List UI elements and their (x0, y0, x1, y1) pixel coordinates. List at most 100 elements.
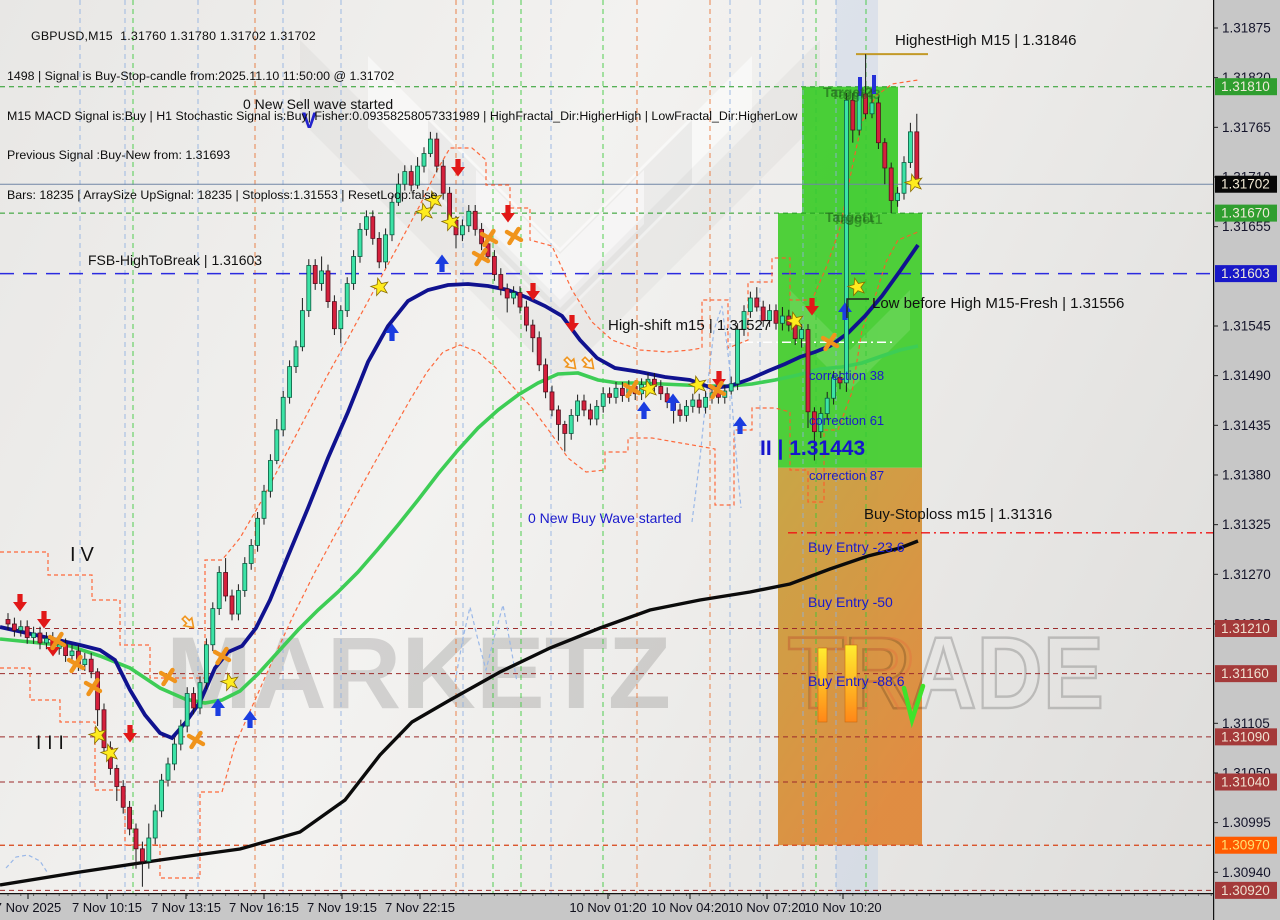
buy-arrow-icon (838, 302, 853, 320)
watermark-brand-right: TRADE (788, 616, 1104, 730)
momentum-bar-icon (817, 647, 828, 723)
x-signal-icon (479, 228, 499, 248)
ma-green-line (0, 344, 919, 705)
price-label-box: 1.31040 (1215, 773, 1277, 791)
buy-arrow-icon (385, 323, 399, 341)
minor-dashed-traces (5, 305, 742, 873)
target-zone-upper (802, 86, 898, 214)
svg-text:1.31702: 1.31702 (1221, 177, 1270, 192)
sell-arrow-icon (805, 298, 820, 316)
price-label-box: 1.30970 (1215, 836, 1277, 854)
price-tick-label: 1.30995 (1222, 815, 1271, 830)
star-signal-icon (99, 742, 119, 763)
entry-tick-icon (872, 75, 876, 94)
breakout-arrow-icon (181, 615, 195, 629)
price-tick-label: 1.31655 (1222, 219, 1271, 234)
time-tick-label: 7 Nov 2025 (0, 900, 61, 915)
chart-canvas[interactable]: MARKETZTRADETR (0, 0, 1213, 893)
star-signal-icon (369, 276, 389, 297)
check-mark-icon (901, 683, 926, 729)
buy-arrow-icon (243, 710, 257, 728)
x-signal-icon (707, 380, 727, 400)
time-tick-label: 7 Nov 22:15 (385, 900, 455, 915)
svg-text:1.30920: 1.30920 (1221, 883, 1270, 898)
sell-arrow-icon (501, 205, 515, 223)
svg-text:1.31670: 1.31670 (1221, 206, 1270, 221)
svg-text:1.30970: 1.30970 (1221, 838, 1270, 853)
svg-text:1.31090: 1.31090 (1221, 729, 1270, 744)
price-tick-label: 1.31105 (1222, 716, 1270, 731)
time-tick-label: 7 Nov 19:15 (307, 900, 377, 915)
momentum-bar-icon (844, 644, 858, 723)
price-tick-label: 1.31875 (1222, 21, 1271, 36)
candlestick-series (5, 54, 920, 887)
svg-text:1.31810: 1.31810 (1221, 79, 1270, 94)
sell-arrow-icon (12, 594, 27, 612)
price-axis[interactable]: 1.318751.318201.317651.317101.316551.315… (1213, 0, 1280, 920)
chart-info-header: GBPUSD,M15 1.31760 1.31780 1.31702 1.317… (7, 4, 797, 228)
star-signal-icon (423, 189, 443, 210)
price-tick-label: 1.30940 (1222, 865, 1271, 880)
time-tick-label: 7 Nov 13:15 (151, 900, 221, 915)
star-signal-icon (846, 276, 866, 297)
signal-line: 1498 | Signal is Buy-Stop-candle from:20… (7, 69, 395, 84)
svg-text:1.31040: 1.31040 (1221, 775, 1270, 790)
signal-markers (12, 75, 926, 763)
time-axis[interactable]: 7 Nov 2025 7 Nov 10:15 7 Nov 13:15 7 Nov 16… (0, 893, 1213, 920)
price-label-box: 1.31702 (1215, 175, 1277, 193)
price-tick-label: 1.31325 (1222, 517, 1271, 532)
buy-arrow-icon (637, 401, 652, 419)
previous-signal-line: Previous Signal :Buy-New from: 1.31693 (7, 148, 231, 163)
time-tick-label: 10 Nov 10:20 (804, 900, 881, 915)
x-signal-icon (83, 677, 103, 697)
price-tick-label: 1.31545 (1222, 318, 1271, 333)
time-tick-label: 7 Nov 16:15 (229, 900, 299, 915)
low-before-high-bracket (846, 298, 869, 318)
x-signal-icon (186, 730, 206, 750)
x-signal-icon (47, 631, 67, 651)
x-signal-icon (820, 332, 840, 352)
star-signal-icon (784, 310, 804, 331)
breakout-arrow-icon (563, 356, 577, 370)
indicator-status-line: M15 MACD Signal is:Buy | H1 Stochastic S… (7, 108, 798, 123)
star-signal-icon (87, 724, 107, 745)
x-signal-icon (212, 646, 232, 666)
time-tick-labels: 7 Nov 2025 7 Nov 10:15 7 Nov 13:15 7 Nov 16… (0, 894, 1212, 915)
trade-zones (778, 86, 922, 846)
sell-arrow-icon (123, 725, 137, 743)
buy-arrow-icon (733, 416, 748, 434)
target-zone-lower (778, 213, 922, 468)
star-signal-icon (440, 211, 460, 232)
x-signal-icon (622, 379, 642, 399)
price-label-box: 1.31670 (1215, 204, 1277, 222)
buy-arrow-icon (666, 393, 681, 411)
sell-arrow-icon (37, 611, 52, 629)
star-signal-icon (638, 378, 658, 399)
moving-averages (0, 243, 920, 887)
price-label-box: 1.30920 (1215, 881, 1277, 899)
symbol-ohlc-line: GBPUSD,M15 1.31760 1.31780 1.31702 1.317… (31, 29, 316, 44)
breakout-arrow-icon (581, 356, 595, 370)
price-label-box: 1.31210 (1215, 619, 1277, 637)
ma-blue-line (0, 243, 920, 741)
time-tick-label: 10 Nov 04:20 (651, 900, 728, 915)
svg-text:1.31210: 1.31210 (1221, 621, 1270, 636)
price-label-box: 1.31160 (1215, 665, 1277, 683)
price-label-box: 1.31090 (1215, 728, 1277, 746)
svg-text:1.31160: 1.31160 (1221, 666, 1269, 681)
price-label-box: 1.31603 (1215, 265, 1277, 283)
sell-arrow-icon (451, 159, 465, 177)
vertical-session-lines (79, 0, 867, 893)
x-signal-icon (66, 654, 86, 674)
x-signal-icon (158, 667, 178, 687)
price-tick-label: 1.31435 (1222, 418, 1271, 433)
price-tick-label: 1.31490 (1222, 368, 1271, 383)
price-tick-label: 1.31270 (1222, 567, 1271, 582)
time-tick-label: 7 Nov 10:15 (72, 900, 142, 915)
time-tick-label: 10 Nov 01:20 (569, 900, 646, 915)
star-signal-icon (687, 374, 707, 395)
price-tick-label: 1.31380 (1222, 467, 1271, 482)
buy-arrow-icon (210, 698, 225, 716)
sell-arrow-icon (526, 283, 541, 301)
